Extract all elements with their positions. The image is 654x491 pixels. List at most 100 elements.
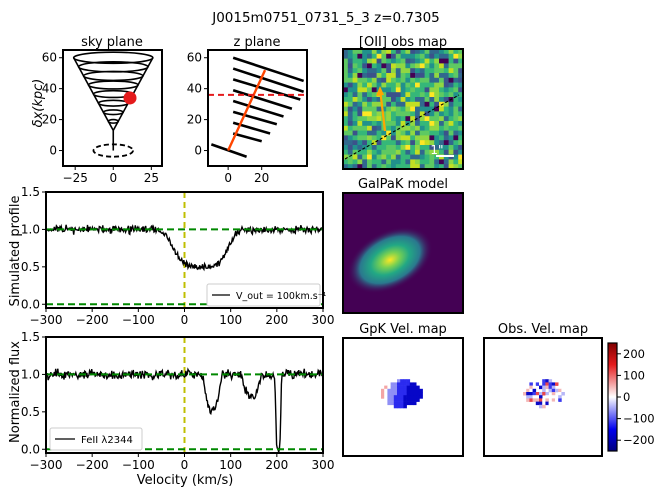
oii-map-pixel — [343, 77, 349, 83]
oii-map-pixel — [439, 58, 445, 64]
oii-map-pixel — [371, 87, 377, 93]
gpk-vel-pixel — [400, 392, 404, 396]
z-plane-title: z plane — [233, 35, 280, 50]
obs-vel-pixel — [542, 404, 546, 409]
oii-map-pixel — [343, 149, 349, 155]
gpk-vel-pixel — [390, 398, 395, 402]
oii-map-pixel — [391, 145, 397, 151]
oii-map-pixel — [424, 101, 430, 107]
oii-map-pixel — [391, 159, 397, 165]
oii-map-pixel — [434, 121, 440, 127]
oii-map-pixel — [386, 77, 392, 83]
oii-map-pixel — [381, 73, 387, 79]
oii-map-pixel — [458, 135, 464, 141]
oii-map-pixel — [434, 164, 440, 170]
oii-map-pixel — [376, 82, 382, 88]
oii-map-pixel — [400, 149, 406, 155]
oii-map-pixel — [400, 111, 406, 117]
oii-map-pixel — [386, 58, 392, 64]
obs-vel-pixel — [532, 398, 537, 402]
oii-map-pixel — [410, 101, 416, 107]
oii-map-pixel — [395, 53, 401, 59]
oii-map-pixel — [400, 68, 406, 74]
oii-map-pixel — [443, 97, 449, 103]
oii-map-pixel — [376, 164, 382, 170]
z-plane-gas-stripe — [232, 78, 301, 101]
oii-map-pixel — [357, 63, 363, 69]
oii-map-pixel — [376, 68, 382, 74]
oii-map-pixel — [415, 130, 421, 136]
oii-map-pixel — [439, 135, 445, 141]
oii-map-pixel — [424, 116, 430, 122]
simulated-profile-trace — [45, 223, 324, 272]
z-plane-gas-stripe — [232, 99, 284, 118]
oii-map-pixel — [415, 149, 421, 155]
obs-vel-pixel — [551, 395, 556, 399]
gpk-vel-pixel — [397, 401, 401, 406]
oii-map-pixel — [391, 121, 397, 127]
oii-map-pixel — [400, 63, 406, 69]
oii-map-pixel — [395, 149, 401, 155]
oii-map-pixel — [415, 92, 421, 98]
oii-map-pixel — [391, 164, 397, 170]
oii-map-pixel — [362, 121, 368, 127]
oii-map-pixel — [395, 130, 401, 136]
oii-map-pixel — [410, 135, 416, 141]
oii-map-pixel — [429, 73, 435, 79]
oii-map-pixel — [448, 106, 454, 112]
oii-map-pixel — [367, 164, 373, 170]
gpk-vel-pixel — [393, 404, 398, 409]
oii-map-pixel — [419, 145, 425, 151]
obs-vel-pixel — [545, 392, 549, 396]
oii-map-pixel — [419, 77, 425, 83]
oii-map-pixel — [443, 53, 449, 59]
oii-map-pixel — [439, 49, 445, 55]
oii-map-pixel — [448, 125, 454, 131]
oii-map-pixel — [434, 53, 440, 59]
oii-map-pixel — [395, 87, 401, 93]
gpk-vel-pixel — [403, 379, 407, 383]
oii-map-pixel — [439, 92, 445, 98]
oii-map-pixel — [347, 111, 353, 117]
oii-map-pixel — [376, 101, 382, 107]
oii-map-pixel — [376, 63, 382, 69]
oii-map-pixel — [386, 145, 392, 151]
gpk-vel-pixel — [406, 392, 411, 396]
oii-map-pixel — [343, 121, 349, 127]
oii-map-arrow-head — [376, 86, 384, 96]
oii-map-pixel — [439, 159, 445, 165]
oii-map-pixel — [386, 87, 392, 93]
oii-map-pixel — [405, 149, 411, 155]
oii-map-pixel — [439, 53, 445, 59]
oii-map-pixel — [376, 116, 382, 122]
oii-map-pixel — [376, 111, 382, 117]
oii-map-pixel — [439, 97, 445, 103]
obs-vel-pixel — [558, 385, 562, 390]
oii-map-pixel — [405, 101, 411, 107]
obs-vel-pixel — [542, 382, 546, 386]
simulated-profile-xtick-label: −100 — [122, 313, 155, 327]
oii-map-pixel — [434, 106, 440, 112]
oii-map-pixel — [448, 77, 454, 83]
oii-map-pixel — [458, 164, 464, 170]
oii-map-pixel — [371, 53, 377, 59]
gpk-vel-pixel — [416, 395, 420, 399]
gpk-vel-pixel — [397, 382, 401, 386]
oii-map-pixel — [367, 87, 373, 93]
oii-map-pixel — [400, 145, 406, 151]
obs-vel-pixel — [558, 388, 562, 393]
oii-map-pixel — [371, 145, 377, 151]
oii-map-pixel — [453, 149, 459, 155]
sky-plane-frame — [62, 49, 163, 167]
oii-map-pixel — [343, 92, 349, 98]
simulated-profile-xtick-label: 0 — [181, 313, 189, 327]
oii-map-pixel — [410, 63, 416, 69]
oii-map-pixel — [357, 68, 363, 74]
oii-map-pixel — [357, 145, 363, 151]
sky-plane-cone-ring — [102, 109, 124, 116]
oii-map-pixel — [395, 154, 401, 160]
oii-map-pixel — [362, 101, 368, 107]
oii-map-pixel — [405, 53, 411, 59]
oii-map-pixel — [367, 97, 373, 103]
z-plane-xtick-label: 0 — [224, 171, 232, 185]
